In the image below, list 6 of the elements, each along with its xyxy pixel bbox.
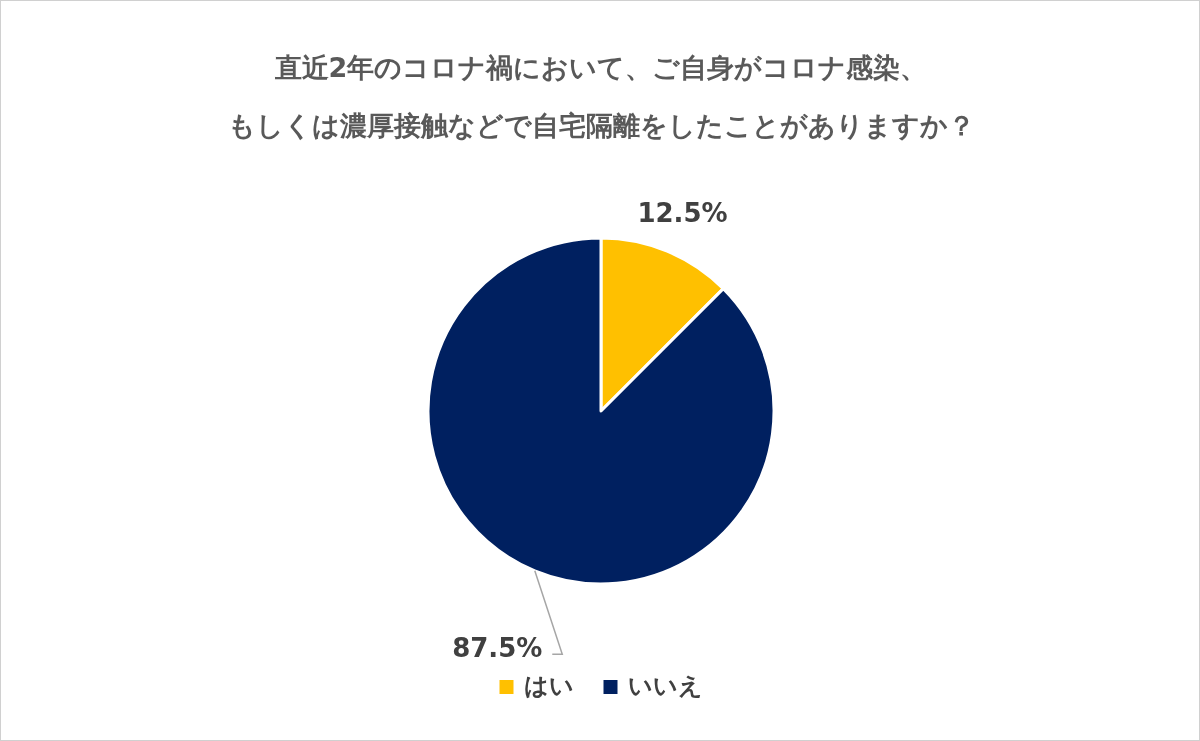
chart-title: 直近2年のコロナ禍において、ご自身がコロナ感染、もしくは濃厚接触などで自宅隔離をしたことがありますか？ [226, 51, 976, 143]
data-label: 12.5% [637, 197, 728, 228]
legend-label: はい [523, 672, 574, 700]
pie-slice [426, 236, 776, 586]
data-label: 87.5% [452, 632, 543, 663]
legend-label: いいえ [627, 672, 703, 700]
